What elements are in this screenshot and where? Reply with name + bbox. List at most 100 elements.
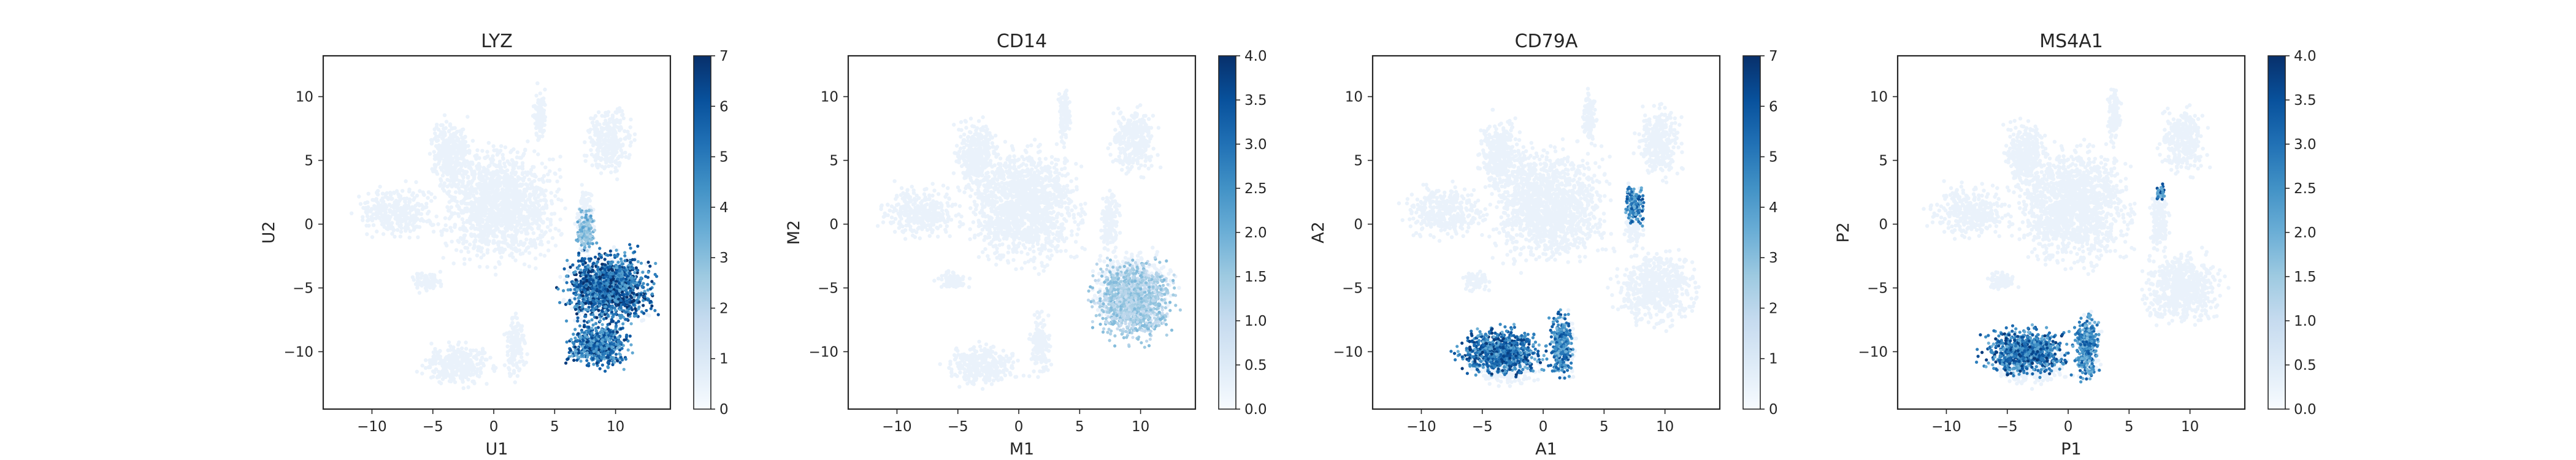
cell-point	[596, 132, 600, 137]
cell-point	[403, 200, 407, 204]
cell-point	[512, 329, 517, 334]
cell-point	[427, 358, 432, 362]
cell-point	[611, 245, 616, 250]
cell-point	[387, 218, 391, 222]
expressing-cell-point	[646, 283, 650, 286]
cell-point	[498, 183, 502, 187]
cell-point	[527, 177, 531, 182]
expressing-cell-point	[646, 275, 650, 279]
cell-point	[431, 369, 435, 374]
cell-point	[539, 252, 543, 257]
cell-point	[542, 253, 547, 258]
cell-point	[594, 126, 599, 131]
cell-point	[511, 196, 515, 201]
expressing-cell-point	[606, 313, 610, 316]
expressing-cell-point	[618, 289, 621, 293]
cell-point	[570, 306, 574, 310]
cell-point	[586, 129, 591, 133]
cell-point	[482, 229, 486, 233]
expressing-cell-point	[609, 253, 613, 257]
expressing-cell-point	[643, 289, 646, 293]
expressing-cell-point	[606, 253, 610, 257]
cell-point	[491, 204, 495, 208]
cell-point	[400, 219, 404, 224]
cell-point	[453, 198, 458, 203]
expressing-cell-point	[604, 263, 607, 267]
cell-point	[453, 160, 457, 165]
cell-point	[453, 380, 458, 385]
cell-point	[475, 217, 480, 221]
cell-point	[506, 335, 510, 339]
cell-point	[423, 358, 428, 362]
cell-point	[459, 179, 464, 183]
cell-point	[531, 113, 535, 118]
expressing-cell-point	[597, 304, 602, 307]
expressing-cell-point	[591, 293, 594, 296]
cell-point	[474, 226, 478, 231]
cell-point	[475, 148, 480, 153]
cell-point	[521, 243, 526, 247]
cell-point	[592, 140, 596, 145]
cell-point	[443, 216, 448, 220]
cell-point	[467, 366, 472, 370]
expressing-cell-point	[604, 292, 608, 296]
cell-point	[510, 241, 515, 245]
cell-point	[415, 281, 420, 285]
expressing-cell-point	[585, 275, 588, 278]
cell-point	[477, 186, 481, 190]
expressing-cell-point	[574, 293, 578, 297]
expressing-cell-point	[642, 299, 645, 302]
cell-point	[640, 318, 644, 323]
cell-point	[463, 134, 467, 139]
cell-point	[618, 138, 623, 142]
cell-point	[606, 110, 611, 114]
cell-point	[424, 202, 429, 206]
cell-point	[513, 220, 518, 224]
cell-point	[493, 265, 497, 270]
cell-point	[553, 243, 558, 248]
cell-point	[380, 191, 385, 196]
cell-point	[445, 155, 449, 159]
cell-point	[499, 255, 504, 259]
cell-point	[489, 191, 494, 195]
expressing-cell-point	[594, 272, 599, 276]
expressing-cell-point	[634, 266, 638, 270]
cell-point	[472, 381, 477, 386]
cell-point	[374, 216, 378, 221]
cell-point	[415, 272, 420, 276]
cell-point	[601, 126, 606, 131]
cell-point	[548, 218, 553, 222]
cell-point	[472, 355, 476, 359]
expressing-cell-point	[653, 309, 657, 312]
cell-point	[463, 172, 468, 176]
cell-point	[515, 374, 519, 378]
expressing-cell-point	[653, 272, 657, 277]
cell-point	[472, 245, 477, 250]
cell-point	[529, 226, 533, 230]
expressing-cell-point	[615, 285, 619, 288]
expressing-cell-point	[645, 309, 648, 312]
cell-point	[455, 364, 459, 369]
cell-point	[473, 234, 478, 239]
cell-point	[526, 208, 531, 212]
expressing-cell-point	[619, 277, 623, 281]
cell-point	[460, 378, 465, 382]
cell-point	[537, 226, 541, 231]
cell-point	[394, 201, 399, 205]
cell-point	[473, 154, 477, 158]
cell-point	[541, 205, 545, 210]
cell-point	[464, 347, 469, 351]
cell-point	[410, 275, 415, 280]
cell-point	[383, 210, 388, 215]
cell-point	[496, 178, 500, 183]
cell-point	[466, 144, 470, 148]
expressing-cell-point	[581, 288, 585, 291]
cell-point	[375, 199, 379, 204]
expressing-cell-point	[618, 265, 622, 269]
cell-point	[451, 261, 456, 266]
cell-point	[497, 218, 502, 223]
expressing-cell-point	[620, 282, 624, 285]
cell-point	[628, 125, 632, 129]
cell-point	[508, 234, 513, 239]
expressing-cell-point	[598, 289, 602, 293]
